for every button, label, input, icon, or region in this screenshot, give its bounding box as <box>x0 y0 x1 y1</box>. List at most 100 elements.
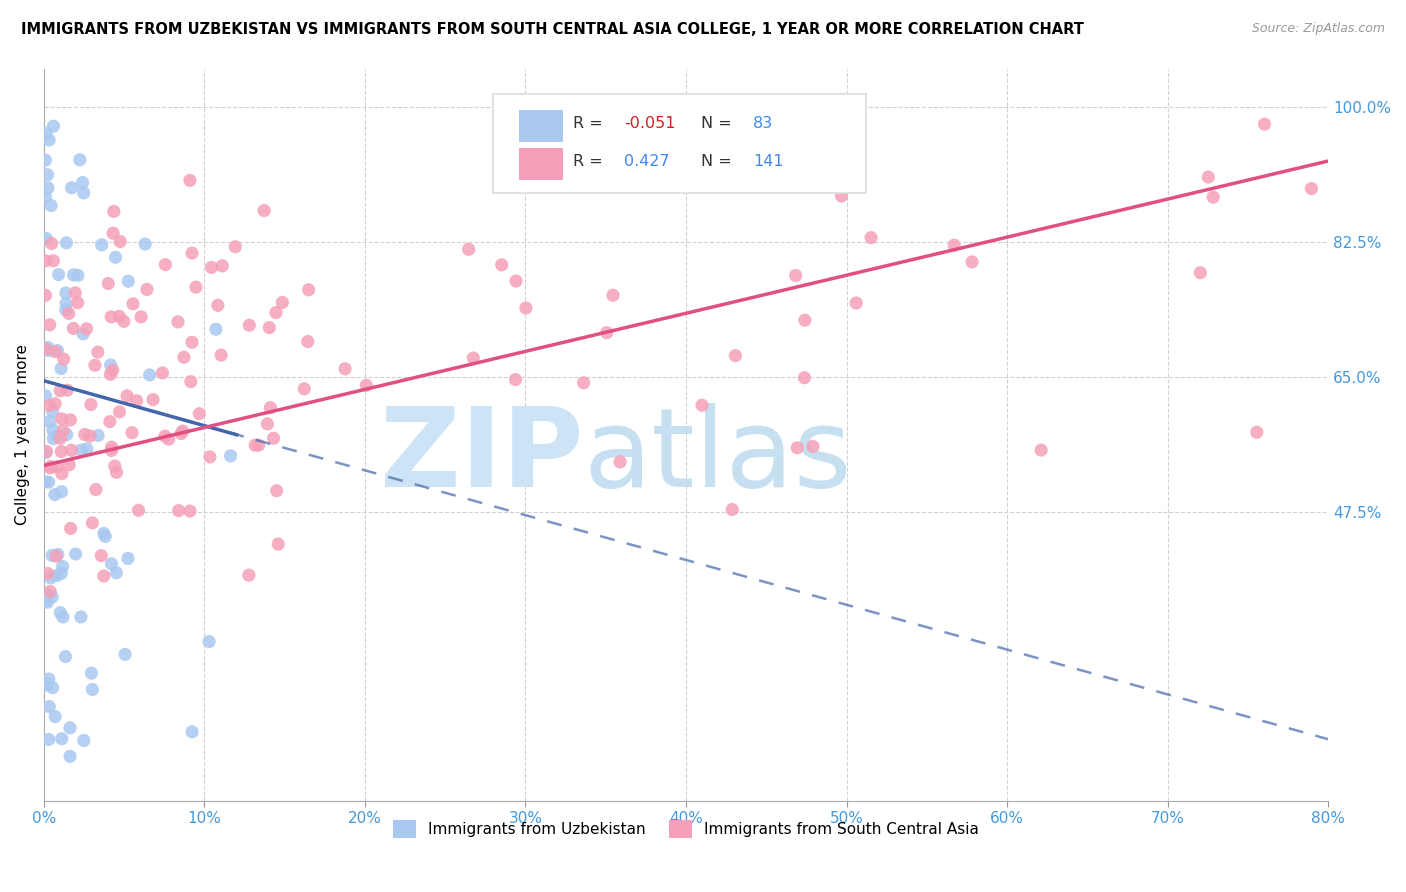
Point <box>38 398 60 412</box>
Point <box>114 648 136 662</box>
Point <box>51 467 73 481</box>
Point <box>134 237 156 252</box>
Point <box>785 268 807 283</box>
Point <box>1253 117 1275 131</box>
Point <box>73 427 96 442</box>
Text: 141: 141 <box>752 154 783 169</box>
Point <box>51 566 73 581</box>
Point <box>55 302 77 317</box>
Point <box>59 749 82 764</box>
Point <box>59 521 82 535</box>
Point <box>87 428 110 442</box>
Point <box>37 566 59 581</box>
Point <box>42 432 65 446</box>
Text: ZIP: ZIP <box>380 403 583 510</box>
Text: 83: 83 <box>752 116 773 131</box>
Point <box>60 181 83 195</box>
Point <box>108 405 131 419</box>
Point <box>100 368 122 382</box>
Point <box>173 350 195 364</box>
Legend: Immigrants from Uzbekistan, Immigrants from South Central Asia: Immigrants from Uzbekistan, Immigrants f… <box>387 814 986 845</box>
Point <box>44 709 66 723</box>
Point <box>34 153 56 168</box>
Point <box>117 551 139 566</box>
Point <box>172 424 194 438</box>
Point <box>39 571 62 585</box>
Point <box>51 484 73 499</box>
Point <box>243 438 266 452</box>
Point <box>90 549 112 563</box>
Text: Source: ZipAtlas.com: Source: ZipAtlas.com <box>1251 22 1385 36</box>
Point <box>52 424 75 438</box>
Point <box>943 238 966 252</box>
Point <box>100 358 122 372</box>
Point <box>51 412 73 426</box>
Point <box>55 649 77 664</box>
Point <box>59 721 82 735</box>
Point <box>259 401 281 415</box>
Point <box>34 190 56 204</box>
Point <box>39 584 62 599</box>
Point <box>136 282 159 296</box>
Point <box>860 230 883 244</box>
Point <box>1301 181 1323 195</box>
Point <box>188 407 211 421</box>
Point <box>596 326 619 340</box>
Point <box>108 310 131 324</box>
Point <box>238 568 260 582</box>
Point <box>76 442 98 456</box>
Point <box>263 431 285 445</box>
Text: IMMIGRANTS FROM UZBEKISTAN VS IMMIGRANTS FROM SOUTH CENTRAL ASIA COLLEGE, 1 YEAR: IMMIGRANTS FROM UZBEKISTAN VS IMMIGRANTS… <box>21 22 1084 37</box>
Point <box>58 306 80 320</box>
Point <box>247 438 270 452</box>
Point <box>34 288 56 302</box>
Point <box>100 443 122 458</box>
Point <box>602 288 624 302</box>
Point <box>298 283 321 297</box>
Point <box>115 389 138 403</box>
Point <box>205 322 228 336</box>
Point <box>41 590 63 604</box>
Point <box>101 226 124 240</box>
Point <box>65 285 87 300</box>
Point <box>100 310 122 324</box>
Point <box>38 475 60 490</box>
Point <box>84 483 107 497</box>
Point <box>49 384 72 398</box>
Point <box>90 237 112 252</box>
Point <box>38 133 60 147</box>
Point <box>652 161 675 176</box>
Point <box>253 203 276 218</box>
Point <box>572 376 595 390</box>
Point <box>94 529 117 543</box>
Text: N =: N = <box>702 116 737 131</box>
Point <box>167 503 190 517</box>
Point <box>42 119 65 133</box>
Point <box>200 260 222 275</box>
Point <box>46 429 69 443</box>
Point <box>157 432 180 446</box>
Point <box>463 351 485 365</box>
Point <box>39 459 62 474</box>
Point <box>845 296 868 310</box>
Point <box>34 253 56 268</box>
Point <box>46 343 69 358</box>
Point <box>266 483 288 498</box>
Point <box>35 231 58 245</box>
Point <box>87 345 110 359</box>
Point <box>267 537 290 551</box>
Point <box>97 277 120 291</box>
Point <box>46 459 69 474</box>
Point <box>117 274 139 288</box>
Point <box>37 181 59 195</box>
Point <box>801 440 824 454</box>
Point <box>180 375 202 389</box>
Point <box>34 587 56 601</box>
Text: 0.427: 0.427 <box>624 154 671 169</box>
Point <box>122 297 145 311</box>
Point <box>72 176 94 190</box>
Point <box>45 549 67 563</box>
Point <box>80 398 103 412</box>
Point <box>37 595 59 609</box>
Point <box>38 732 60 747</box>
